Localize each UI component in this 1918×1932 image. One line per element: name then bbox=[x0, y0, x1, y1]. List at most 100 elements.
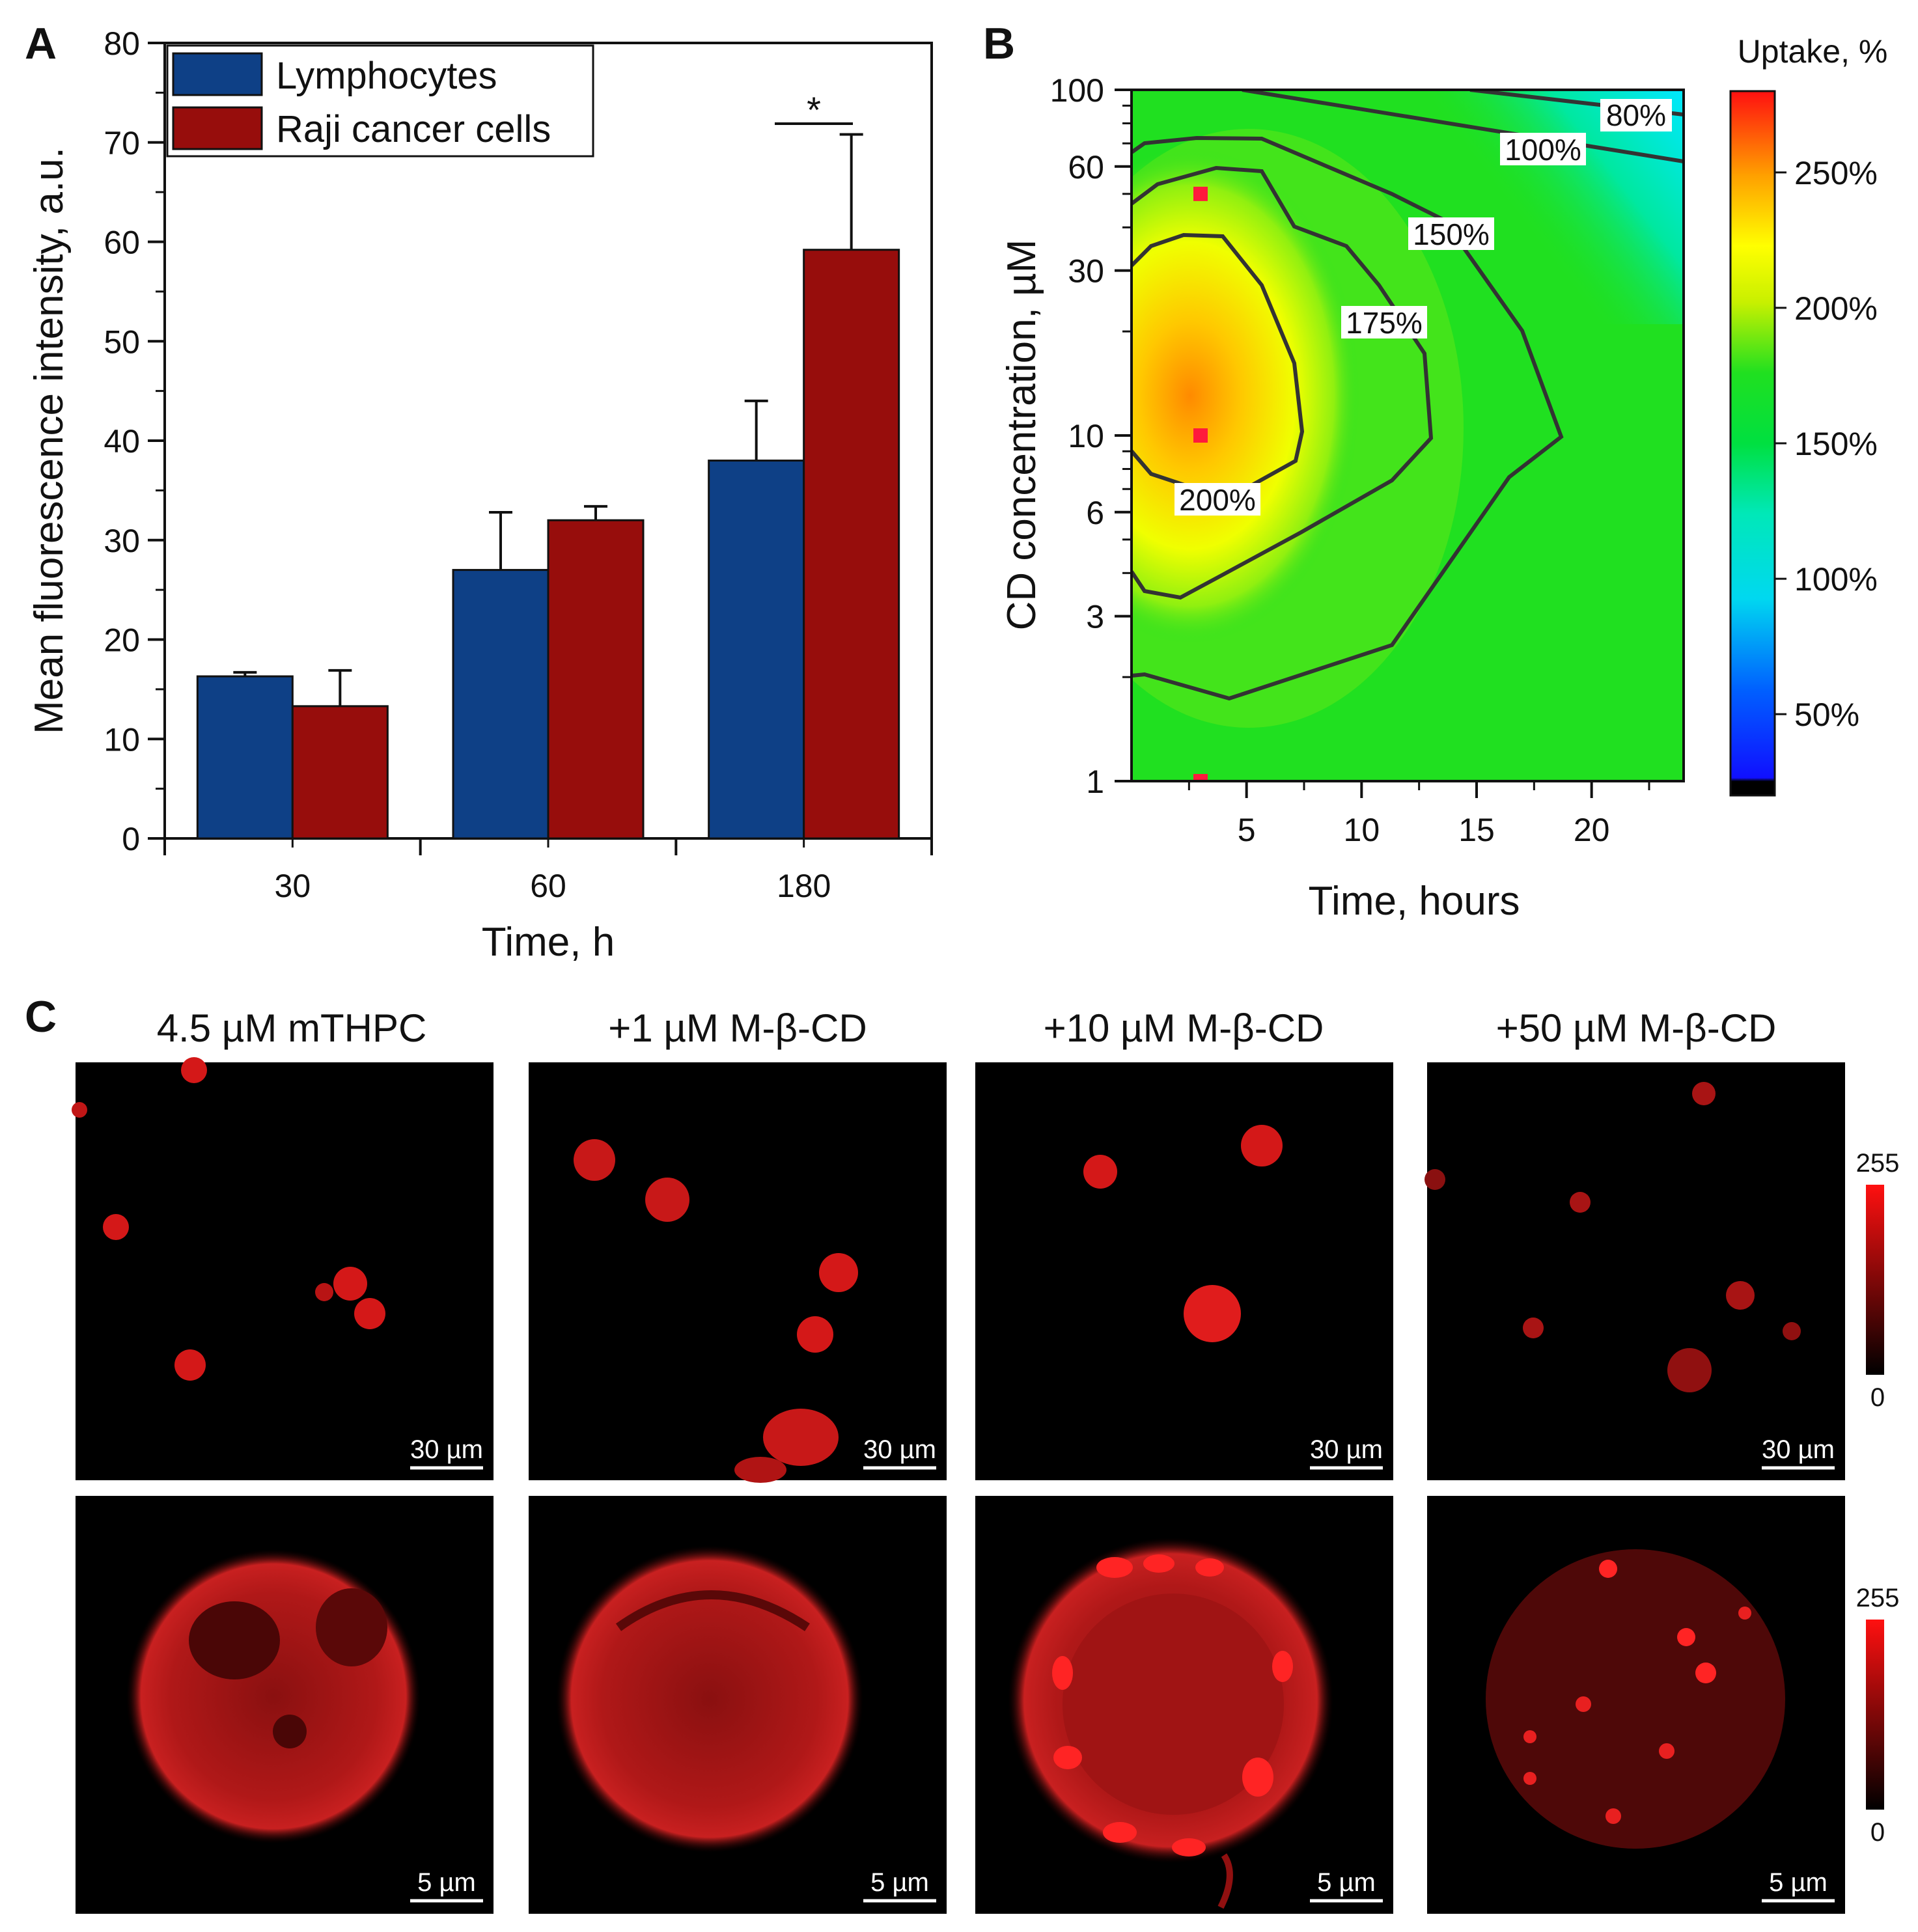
cell bbox=[181, 1057, 207, 1083]
scalebar-label: 5 µm bbox=[870, 1868, 929, 1897]
cell bbox=[645, 1178, 689, 1222]
granule bbox=[1242, 1758, 1273, 1797]
y-tick-label: 100 bbox=[1050, 72, 1104, 109]
significance-asterisk: * bbox=[807, 89, 821, 130]
cell bbox=[1083, 1155, 1117, 1189]
colorbar-tick-label: 250% bbox=[1794, 155, 1878, 191]
intensity-min-label: 0 bbox=[1870, 1818, 1885, 1847]
intensity-gradient bbox=[1866, 1620, 1884, 1810]
colorbar: Uptake, % 50% 100% 150% 200% 250% bbox=[1729, 33, 1887, 797]
y-tick-label: 60 bbox=[1068, 149, 1104, 186]
y-tick-label: 0 bbox=[122, 821, 140, 857]
y-tick-label: 30 bbox=[1068, 253, 1104, 290]
scalebar-label: 30 µm bbox=[1762, 1435, 1835, 1464]
granule bbox=[1599, 1560, 1617, 1578]
column-title-1: 4.5 µM mTHPC bbox=[157, 1006, 427, 1050]
legend-label-lymphocytes: Lymphocytes bbox=[276, 55, 497, 97]
intensity-scale-bottom: 255 0 bbox=[1856, 1584, 1900, 1847]
bar-lymphocytes-180 bbox=[708, 460, 805, 840]
cell bbox=[819, 1253, 858, 1292]
cell bbox=[315, 1283, 333, 1301]
panel-label-a: A bbox=[25, 19, 57, 68]
image-background bbox=[1427, 1062, 1845, 1480]
panel-label-b: B bbox=[983, 19, 1015, 68]
intensity-min-label: 0 bbox=[1870, 1383, 1885, 1412]
granule bbox=[1052, 1656, 1073, 1690]
cell bbox=[1184, 1285, 1241, 1342]
y-tick-label: 10 bbox=[1068, 418, 1104, 454]
intensity-gradient bbox=[1866, 1185, 1884, 1375]
contour-label-bg-200 bbox=[1174, 483, 1260, 516]
image-background bbox=[975, 1062, 1393, 1480]
y-tick-label: 60 bbox=[104, 225, 140, 261]
contour-label-bg-175 bbox=[1341, 306, 1427, 338]
y-tick-label: 70 bbox=[104, 125, 140, 161]
vacuole bbox=[316, 1588, 387, 1666]
scalebar-label: 30 µm bbox=[1310, 1435, 1383, 1464]
contour-label-100: 100% bbox=[1505, 133, 1581, 167]
y-tick-label: 50 bbox=[104, 324, 140, 360]
contour-150 bbox=[1132, 135, 1564, 701]
contour-100 bbox=[1242, 90, 1684, 163]
granule bbox=[1053, 1746, 1082, 1769]
vacuole bbox=[273, 1715, 307, 1748]
granule bbox=[1576, 1696, 1591, 1712]
cell-cluster bbox=[734, 1457, 786, 1483]
intensity-max-label: 255 bbox=[1856, 1584, 1900, 1612]
column-title-3: +10 µM M-β-CD bbox=[1044, 1006, 1324, 1050]
cell bbox=[1692, 1082, 1716, 1105]
y-tick-label: 30 bbox=[104, 523, 140, 559]
granule bbox=[1523, 1772, 1536, 1785]
granule bbox=[1096, 1557, 1133, 1578]
y-tick-label: 6 bbox=[1086, 495, 1104, 531]
cell-process bbox=[1217, 1853, 1233, 1909]
x-tick-label: 10 bbox=[1344, 812, 1380, 848]
contour-label-80: 80% bbox=[1606, 98, 1666, 132]
y-tick-label: 80 bbox=[104, 25, 140, 62]
cell bbox=[1425, 1169, 1445, 1190]
cell bbox=[574, 1139, 615, 1181]
micrograph-1um-overview: 30 µm bbox=[529, 1062, 947, 1483]
cell bbox=[103, 1214, 129, 1240]
granule bbox=[1195, 1558, 1224, 1577]
cell bbox=[1570, 1192, 1591, 1213]
sample-point bbox=[1193, 428, 1208, 443]
cell bbox=[797, 1316, 833, 1353]
x-tick-label: 20 bbox=[1574, 812, 1610, 848]
contour-map: 80% 100% 150% 175% 200% 1 3 6 10 30 60 100 5 10… bbox=[999, 33, 1887, 924]
x-tick-label: 60 bbox=[530, 868, 566, 904]
y-tick-label: 1 bbox=[1086, 764, 1104, 800]
granule bbox=[1605, 1808, 1621, 1824]
y-axis-label: CD concentration, µM bbox=[999, 240, 1044, 631]
bar-lymphocytes-60 bbox=[452, 569, 549, 840]
colorbar-tick-label: 100% bbox=[1794, 561, 1878, 598]
granule bbox=[1523, 1730, 1536, 1743]
bar-raji-cancer-cells-60 bbox=[547, 519, 645, 840]
column-title-4: +50 µM M-β-CD bbox=[1496, 1006, 1777, 1050]
contour-label-bg-100 bbox=[1500, 133, 1586, 165]
x-axis-label: Time, hours bbox=[1308, 879, 1520, 924]
contour-label-bg-80 bbox=[1600, 99, 1672, 131]
y-tick-label: 20 bbox=[104, 622, 140, 659]
y-tick-label: 40 bbox=[104, 423, 140, 460]
cell bbox=[174, 1349, 206, 1381]
cell bbox=[333, 1267, 367, 1301]
cell-cluster bbox=[763, 1409, 839, 1466]
heatmap-hotspot bbox=[1132, 148, 1359, 643]
intensity-max-label: 255 bbox=[1856, 1149, 1900, 1178]
bar-raji-cancer-cells-180 bbox=[803, 249, 900, 840]
y-axis-label: Mean fluorescence intensity, a.u. bbox=[27, 147, 72, 734]
y-tick-label: 3 bbox=[1086, 599, 1104, 635]
cell bbox=[1523, 1318, 1544, 1338]
scalebar-label: 5 µm bbox=[1769, 1868, 1828, 1897]
bar-lymphocytes-30 bbox=[196, 675, 294, 840]
scalebar-label: 5 µm bbox=[417, 1868, 476, 1897]
contour-label-200: 200% bbox=[1179, 483, 1256, 517]
granule bbox=[1677, 1628, 1695, 1646]
membrane-fold bbox=[615, 1590, 810, 1631]
granule bbox=[1103, 1822, 1137, 1843]
scalebar-label: 30 µm bbox=[410, 1435, 483, 1464]
colorbar-tick-label: 150% bbox=[1794, 426, 1878, 462]
column-title-2: +1 µM M-β-CD bbox=[608, 1006, 867, 1050]
bar-chart: 0 10 20 30 40 50 60 70 80 30 60 180 Mean fluoresce… bbox=[27, 25, 933, 965]
